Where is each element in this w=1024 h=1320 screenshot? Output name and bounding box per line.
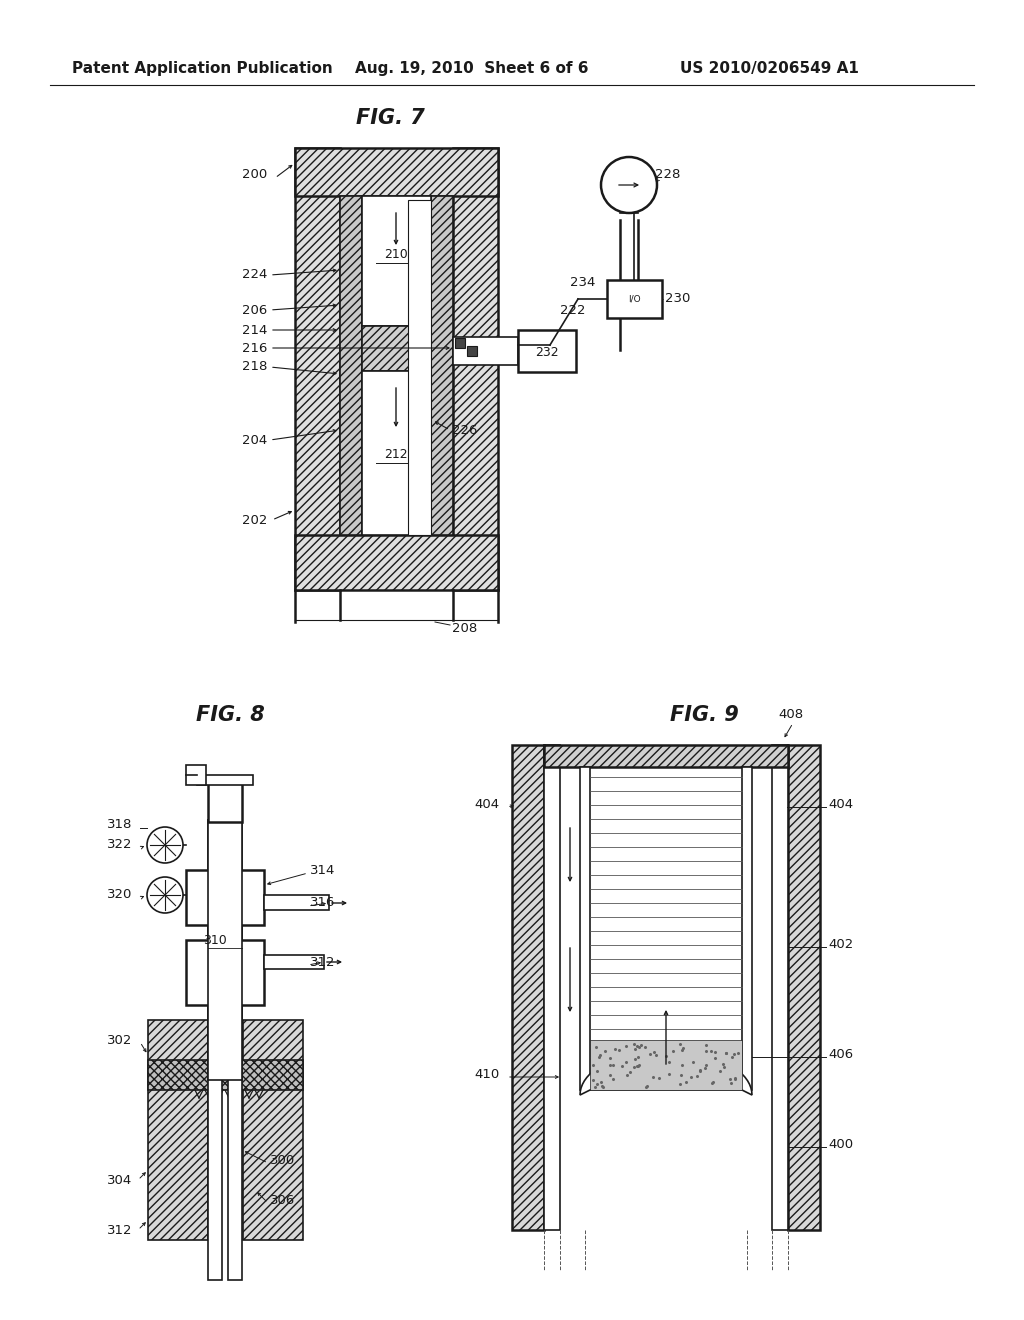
- Text: FIG. 9: FIG. 9: [670, 705, 738, 725]
- Bar: [544, 744, 788, 767]
- Text: 310: 310: [203, 933, 227, 946]
- Bar: [208, 820, 242, 1060]
- Bar: [340, 195, 362, 535]
- Text: 404: 404: [474, 799, 499, 812]
- Polygon shape: [580, 1049, 752, 1096]
- Circle shape: [147, 876, 183, 913]
- Text: 234: 234: [570, 276, 595, 289]
- Bar: [580, 767, 590, 1090]
- Text: 216: 216: [242, 342, 267, 355]
- Text: 304: 304: [106, 1173, 132, 1187]
- Text: 204: 204: [242, 433, 267, 446]
- Text: Aug. 19, 2010  Sheet 6 of 6: Aug. 19, 2010 Sheet 6 of 6: [355, 61, 589, 75]
- Bar: [186, 940, 264, 1005]
- Bar: [453, 337, 518, 366]
- Circle shape: [601, 157, 657, 213]
- Bar: [788, 744, 820, 1230]
- Bar: [295, 148, 340, 590]
- Circle shape: [147, 828, 183, 863]
- Bar: [208, 820, 242, 1080]
- Bar: [295, 535, 498, 590]
- Text: 232: 232: [536, 346, 559, 359]
- Text: 306: 306: [270, 1193, 295, 1206]
- Bar: [408, 201, 431, 535]
- Text: FIG. 7: FIG. 7: [355, 108, 424, 128]
- Bar: [186, 870, 264, 925]
- Text: Patent Application Publication: Patent Application Publication: [72, 61, 333, 75]
- Bar: [607, 280, 662, 318]
- Bar: [590, 1040, 742, 1090]
- Text: 230: 230: [665, 293, 690, 305]
- Text: 206: 206: [242, 304, 267, 317]
- Text: 322: 322: [106, 838, 132, 851]
- Text: 318: 318: [106, 818, 132, 832]
- Text: 228: 228: [655, 169, 680, 181]
- Bar: [295, 148, 498, 195]
- Text: 408: 408: [778, 709, 803, 722]
- Text: FIG. 8: FIG. 8: [196, 705, 264, 725]
- Text: 316: 316: [310, 896, 336, 909]
- Text: 402: 402: [828, 939, 853, 952]
- Bar: [512, 744, 544, 1230]
- Bar: [772, 744, 788, 1230]
- Bar: [197, 775, 253, 785]
- Bar: [544, 744, 560, 1230]
- Text: 312: 312: [310, 956, 336, 969]
- Text: 300: 300: [270, 1154, 295, 1167]
- Text: 406: 406: [828, 1048, 853, 1061]
- Text: 214: 214: [242, 323, 267, 337]
- Bar: [148, 1060, 303, 1090]
- Bar: [518, 330, 575, 372]
- Text: 224: 224: [242, 268, 267, 281]
- Bar: [362, 371, 431, 535]
- Bar: [148, 1020, 208, 1239]
- Text: 410: 410: [474, 1068, 500, 1081]
- Bar: [455, 338, 465, 348]
- Bar: [264, 895, 329, 909]
- Text: 210: 210: [384, 248, 408, 261]
- Bar: [362, 195, 431, 326]
- Bar: [208, 909, 222, 1280]
- Text: 218: 218: [242, 360, 267, 374]
- Text: 400: 400: [828, 1138, 853, 1151]
- Text: 208: 208: [452, 622, 477, 635]
- Text: 302: 302: [106, 1034, 132, 1047]
- Text: 222: 222: [560, 304, 586, 317]
- Text: 312: 312: [106, 1224, 132, 1237]
- Text: US 2010/0206549 A1: US 2010/0206549 A1: [680, 61, 859, 75]
- Bar: [186, 766, 206, 785]
- Bar: [228, 909, 242, 1280]
- Text: 212: 212: [384, 449, 408, 462]
- Bar: [243, 1020, 303, 1239]
- Bar: [362, 326, 431, 371]
- Bar: [264, 954, 324, 969]
- Text: I/O: I/O: [628, 294, 640, 304]
- Text: 226: 226: [452, 424, 477, 437]
- Text: 314: 314: [310, 863, 336, 876]
- Bar: [453, 148, 498, 590]
- Bar: [467, 346, 477, 356]
- Text: 404: 404: [828, 799, 853, 812]
- Text: 202: 202: [242, 513, 267, 527]
- Bar: [742, 767, 752, 1090]
- Text: 200: 200: [242, 169, 267, 181]
- Bar: [208, 780, 242, 822]
- Bar: [431, 195, 453, 535]
- Text: 320: 320: [106, 888, 132, 902]
